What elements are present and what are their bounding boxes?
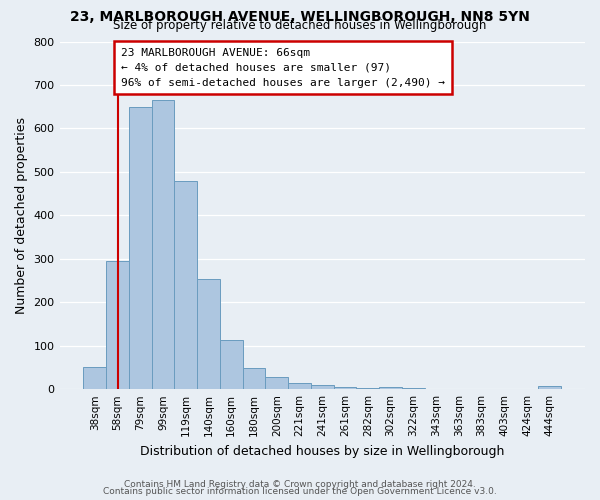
- Text: Contains HM Land Registry data © Crown copyright and database right 2024.: Contains HM Land Registry data © Crown c…: [124, 480, 476, 489]
- Y-axis label: Number of detached properties: Number of detached properties: [15, 117, 28, 314]
- Bar: [288, 382, 311, 389]
- Bar: [197, 279, 220, 389]
- Bar: [334, 387, 356, 389]
- Bar: [129, 106, 152, 389]
- Bar: [538, 386, 561, 389]
- Bar: [242, 368, 265, 389]
- Bar: [356, 388, 379, 389]
- Bar: [175, 182, 197, 389]
- Bar: [402, 388, 425, 389]
- Bar: [311, 385, 334, 389]
- Bar: [106, 261, 129, 389]
- Text: 23 MARLBOROUGH AVENUE: 66sqm
← 4% of detached houses are smaller (97)
96% of sem: 23 MARLBOROUGH AVENUE: 66sqm ← 4% of det…: [121, 48, 445, 88]
- Bar: [379, 386, 402, 389]
- Bar: [152, 100, 175, 389]
- Text: Contains public sector information licensed under the Open Government Licence v3: Contains public sector information licen…: [103, 487, 497, 496]
- Bar: [265, 377, 288, 389]
- X-axis label: Distribution of detached houses by size in Wellingborough: Distribution of detached houses by size …: [140, 444, 505, 458]
- Bar: [220, 340, 242, 389]
- Text: Size of property relative to detached houses in Wellingborough: Size of property relative to detached ho…: [113, 18, 487, 32]
- Bar: [83, 368, 106, 389]
- Text: 23, MARLBOROUGH AVENUE, WELLINGBOROUGH, NN8 5YN: 23, MARLBOROUGH AVENUE, WELLINGBOROUGH, …: [70, 10, 530, 24]
